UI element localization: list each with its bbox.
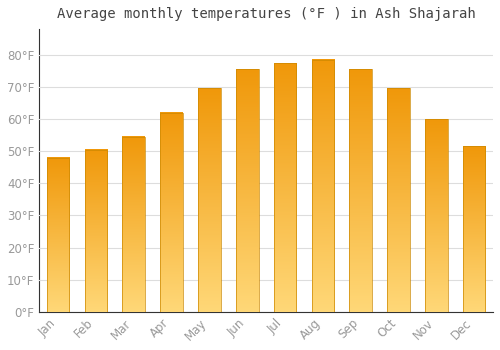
Bar (274, 63, 296, 312)
Bar (425, 119, 448, 312)
Bar (122, 137, 145, 312)
Title: Average monthly temperatures (°F ) in Ash Shajarah: Average monthly temperatures (°F ) in As… (56, 7, 476, 21)
Bar (198, 89, 220, 312)
Bar (84, 149, 108, 312)
Bar (387, 89, 410, 312)
Bar (350, 69, 372, 312)
Bar (312, 60, 334, 312)
Bar (236, 69, 258, 312)
Bar (160, 113, 183, 312)
Bar (46, 158, 70, 312)
Bar (463, 146, 485, 312)
